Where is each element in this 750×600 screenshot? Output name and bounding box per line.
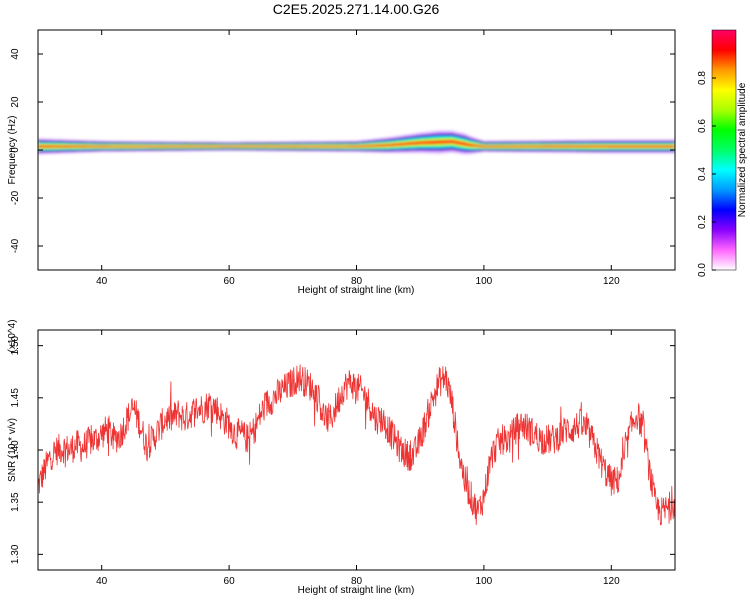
snr-frame (37, 329, 676, 571)
spectrogram-panel: 40 60 80 100 120 40 20 0 -20 -40 Height of straig… (7, 29, 676, 296)
colorbar-tick-label: 0.2 (697, 215, 708, 229)
figure-title: C2E5.2025.271.14.00.G26 (273, 1, 440, 17)
snr-y-tick-label: 1.30 (10, 544, 21, 564)
colorbar-tick-label: 0.8 (697, 71, 708, 85)
spectrogram-y-tick-label: 40 (10, 48, 21, 60)
band-layer-orange (38, 139, 675, 148)
snr-series-line (38, 364, 675, 526)
snr-x-axis-label: Height of straight line (km) (298, 585, 415, 596)
spectrogram-ticks: 40 60 80 100 120 40 20 0 -20 -40 (10, 30, 675, 287)
spectrogram-x-tick-label: 120 (603, 276, 620, 287)
snr-ticks: 40 60 80 100 120 1.30 1.35 1.40 1.45 1.50 (10, 330, 675, 587)
spectrogram-y-tick-label: 0 (10, 147, 21, 153)
snr-y-tick-label: 1.45 (10, 388, 21, 408)
spectrogram-x-tick-label: 60 (224, 276, 236, 287)
snr-x-tick-label: 60 (224, 576, 236, 587)
spectrogram-x-tick-label: 100 (476, 276, 493, 287)
spectrogram-y-axis-label: Frequency (Hz) (7, 116, 18, 185)
colorbar-tick-label: 0.4 (697, 167, 708, 181)
snr-y-tick-label: 1.40 (10, 440, 21, 460)
snr-x-tick-label: 100 (476, 576, 493, 587)
spectrogram-y-tick-label: -40 (10, 238, 21, 253)
snr-y-tick-label: 1.50 (10, 335, 21, 355)
spectrogram-y-tick-label: -20 (10, 190, 21, 205)
snr-x-tick-label: 120 (603, 576, 620, 587)
colorbar-label: Normalized spectral amplitude (737, 82, 748, 217)
spectral-band (38, 130, 675, 155)
snr-y-multiplier: (x10^4) (7, 319, 18, 352)
colorbar-tick-label: 0.6 (697, 119, 708, 133)
band-upper-edge (38, 134, 675, 144)
snr-y-tick-label: 1.35 (10, 492, 21, 512)
colorbar-ticks: 0.0 0.2 0.4 0.6 0.8 (697, 71, 716, 277)
snr-x-tick-label: 40 (96, 576, 108, 587)
snr-x-tick-label: 80 (351, 576, 363, 587)
colorbar: 0.0 0.2 0.4 0.6 0.8 Normalized spectral ampl… (697, 29, 748, 277)
colorbar-tick-label: 0.0 (697, 263, 708, 277)
spectrogram-x-axis-label: Height of straight line (km) (298, 285, 415, 296)
band-lower-edge (38, 148, 675, 152)
spectrogram-y-tick-label: 20 (10, 96, 21, 108)
snr-y-axis-label: SNR (10 * v/v) (7, 418, 18, 482)
band-layer-red (38, 140, 675, 147)
spectrogram-x-tick-label: 80 (351, 276, 363, 287)
spectrogram-x-tick-label: 40 (96, 276, 108, 287)
snr-panel: 40 60 80 100 120 1.30 1.35 1.40 1.45 1.50 Height … (7, 319, 676, 596)
colorbar-gradient (711, 29, 737, 271)
